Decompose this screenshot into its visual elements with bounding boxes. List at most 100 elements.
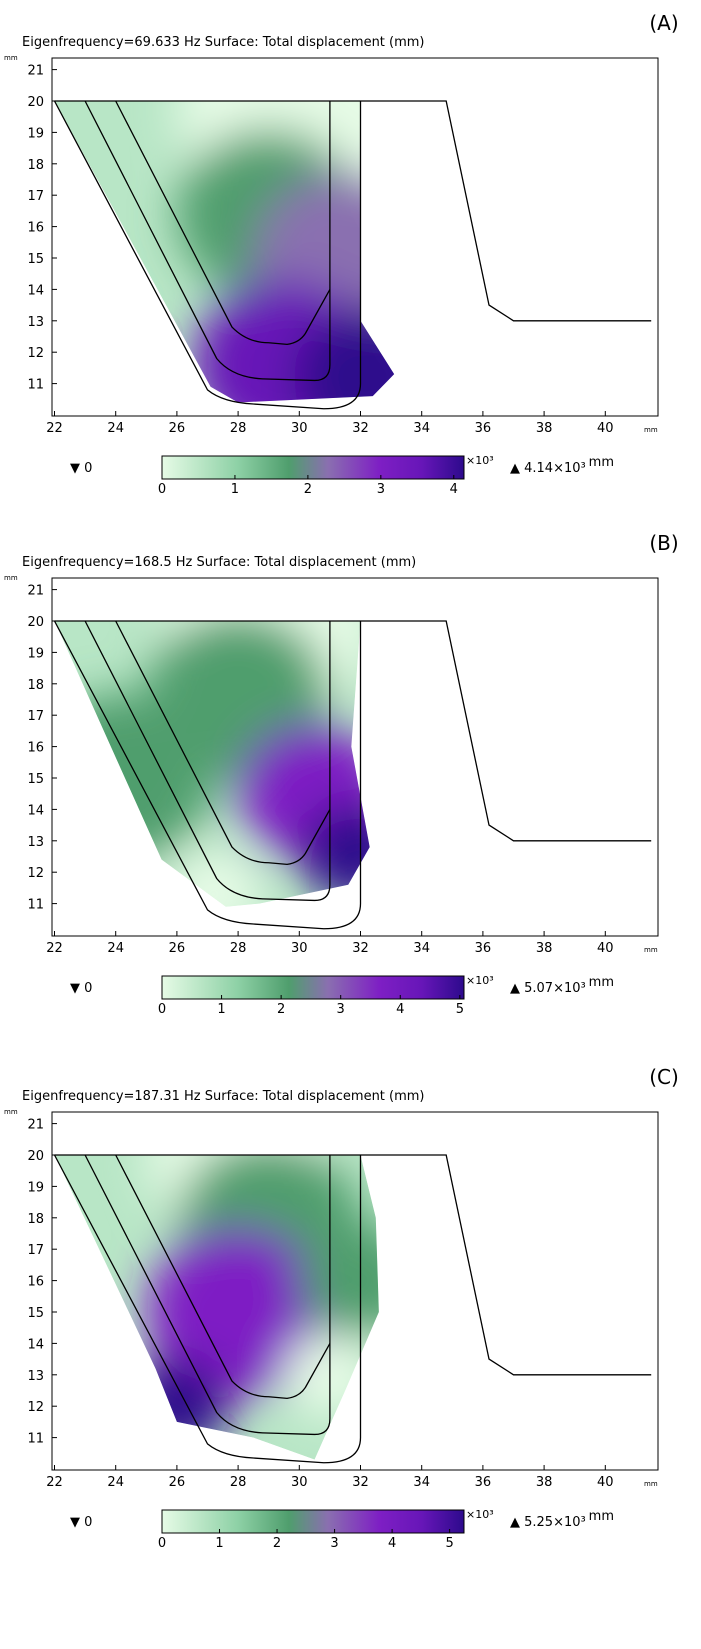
colorbar-exponent: ×10³ xyxy=(466,454,494,467)
x-tick-label: 22 xyxy=(46,941,63,956)
panel-1: Eigenfrequency=69.633 Hz Surface: Total … xyxy=(4,11,679,497)
middle-rib xyxy=(84,620,331,902)
x-tick-label: 28 xyxy=(230,421,247,436)
panel-label: (C) xyxy=(649,1065,679,1089)
colorbar xyxy=(161,1509,465,1534)
displacement-sample xyxy=(146,1227,330,1397)
colorbar-tick-label: 1 xyxy=(217,1002,225,1017)
x-tick-label: 38 xyxy=(536,1475,553,1490)
y-tick-label: 21 xyxy=(27,64,44,79)
y-tick-label: 12 xyxy=(27,346,44,361)
x-tick-label: 36 xyxy=(475,1475,492,1490)
x-tick-label: 32 xyxy=(352,1475,369,1490)
x-tick-label: 38 xyxy=(536,421,553,436)
x-axis-unit: mm xyxy=(644,426,658,434)
x-tick-label: 32 xyxy=(352,421,369,436)
x-tick-label: 38 xyxy=(536,941,553,956)
y-tick-label: 14 xyxy=(27,1337,44,1352)
y-tick-label: 16 xyxy=(27,741,44,756)
max-marker: ▲ 5.07×10³ xyxy=(510,981,586,996)
y-tick-label: 20 xyxy=(27,1149,44,1164)
y-tick-label: 21 xyxy=(27,584,44,599)
colorbar-unit: mm xyxy=(589,455,614,470)
min-marker: ▼ 0 xyxy=(70,1515,92,1530)
x-tick-label: 28 xyxy=(230,1475,247,1490)
colorbar-unit: mm xyxy=(589,975,614,990)
colorbar-tick-label: 2 xyxy=(277,1002,285,1017)
colorbar-tick-label: 3 xyxy=(377,482,385,497)
x-tick-label: 22 xyxy=(46,1475,63,1490)
x-tick-label: 24 xyxy=(107,1475,124,1490)
y-tick-label: 17 xyxy=(27,1243,44,1258)
geometry-outline xyxy=(53,620,652,930)
outer-profile xyxy=(54,100,652,322)
y-tick-label: 13 xyxy=(27,1369,44,1384)
displacement-field xyxy=(54,101,395,403)
y-tick-label: 18 xyxy=(27,158,44,173)
colorbar-tick-label: 1 xyxy=(231,482,239,497)
x-tick-label: 30 xyxy=(291,421,308,436)
y-tick-label: 12 xyxy=(27,866,44,881)
min-marker: ▼ 0 xyxy=(70,981,92,996)
displacement-samples xyxy=(176,101,395,403)
y-tick-label: 20 xyxy=(27,615,44,630)
x-axis-unit: mm xyxy=(644,946,658,954)
colorbar-tick-label: 4 xyxy=(388,1536,396,1551)
y-tick-label: 13 xyxy=(27,315,44,330)
y-tick-label: 15 xyxy=(27,1306,44,1321)
colorbar-tick-label: 3 xyxy=(337,1002,345,1017)
colorbar-tick-label: 2 xyxy=(273,1536,281,1551)
colorbar-tick-label: 2 xyxy=(304,482,312,497)
panel-3: Eigenfrequency=187.31 Hz Surface: Total … xyxy=(4,1065,679,1551)
x-tick-label: 32 xyxy=(352,941,369,956)
y-axis-unit: mm xyxy=(4,574,18,582)
outer-profile xyxy=(54,620,652,842)
y-axis-unit: mm xyxy=(4,54,18,62)
colorbar-tick-label: 0 xyxy=(158,1536,166,1551)
x-tick-label: 24 xyxy=(107,941,124,956)
y-tick-label: 20 xyxy=(27,95,44,110)
x-tick-label: 26 xyxy=(169,941,186,956)
y-tick-label: 13 xyxy=(27,835,44,850)
y-tick-label: 21 xyxy=(27,1118,44,1133)
geometry-outline xyxy=(53,1154,652,1464)
x-tick-label: 36 xyxy=(475,421,492,436)
y-tick-label: 11 xyxy=(27,898,44,913)
panel-label: (B) xyxy=(649,531,678,555)
x-tick-label: 28 xyxy=(230,941,247,956)
panel-label: (A) xyxy=(649,11,678,35)
x-tick-label: 22 xyxy=(46,421,63,436)
chart-title: Eigenfrequency=69.633 Hz Surface: Total … xyxy=(22,35,425,50)
x-tick-label: 30 xyxy=(291,1475,308,1490)
geometry-outline xyxy=(53,100,652,410)
x-tick-label: 40 xyxy=(597,1475,614,1490)
y-tick-label: 11 xyxy=(27,378,44,393)
inner-rib xyxy=(115,620,331,866)
x-tick-label: 36 xyxy=(475,941,492,956)
y-tick-label: 18 xyxy=(27,1212,44,1227)
outer-rib xyxy=(53,1154,362,1464)
displacement-field xyxy=(54,621,370,907)
chart-title: Eigenfrequency=187.31 Hz Surface: Total … xyxy=(22,1089,425,1104)
displacement-samples xyxy=(54,621,370,907)
y-tick-label: 16 xyxy=(27,221,44,236)
max-marker: ▲ 5.25×10³ xyxy=(510,1515,586,1530)
x-tick-label: 24 xyxy=(107,421,124,436)
outer-profile xyxy=(54,1154,652,1376)
max-marker: ▲ 4.14×10³ xyxy=(510,461,586,476)
middle-rib xyxy=(84,1154,331,1436)
x-tick-label: 40 xyxy=(597,421,614,436)
y-tick-label: 17 xyxy=(27,189,44,204)
min-marker: ▼ 0 xyxy=(70,461,92,476)
x-tick-label: 26 xyxy=(169,421,186,436)
colorbar-tick-label: 0 xyxy=(158,1002,166,1017)
displacement-sample xyxy=(164,848,263,907)
y-tick-label: 12 xyxy=(27,1400,44,1415)
y-tick-label: 15 xyxy=(27,252,44,267)
inner-rib xyxy=(115,100,331,346)
outer-rib xyxy=(53,100,362,410)
x-tick-label: 34 xyxy=(413,941,430,956)
y-tick-label: 19 xyxy=(27,646,44,661)
colorbar-tick-label: 4 xyxy=(450,482,458,497)
colorbar-tick-label: 4 xyxy=(396,1002,404,1017)
